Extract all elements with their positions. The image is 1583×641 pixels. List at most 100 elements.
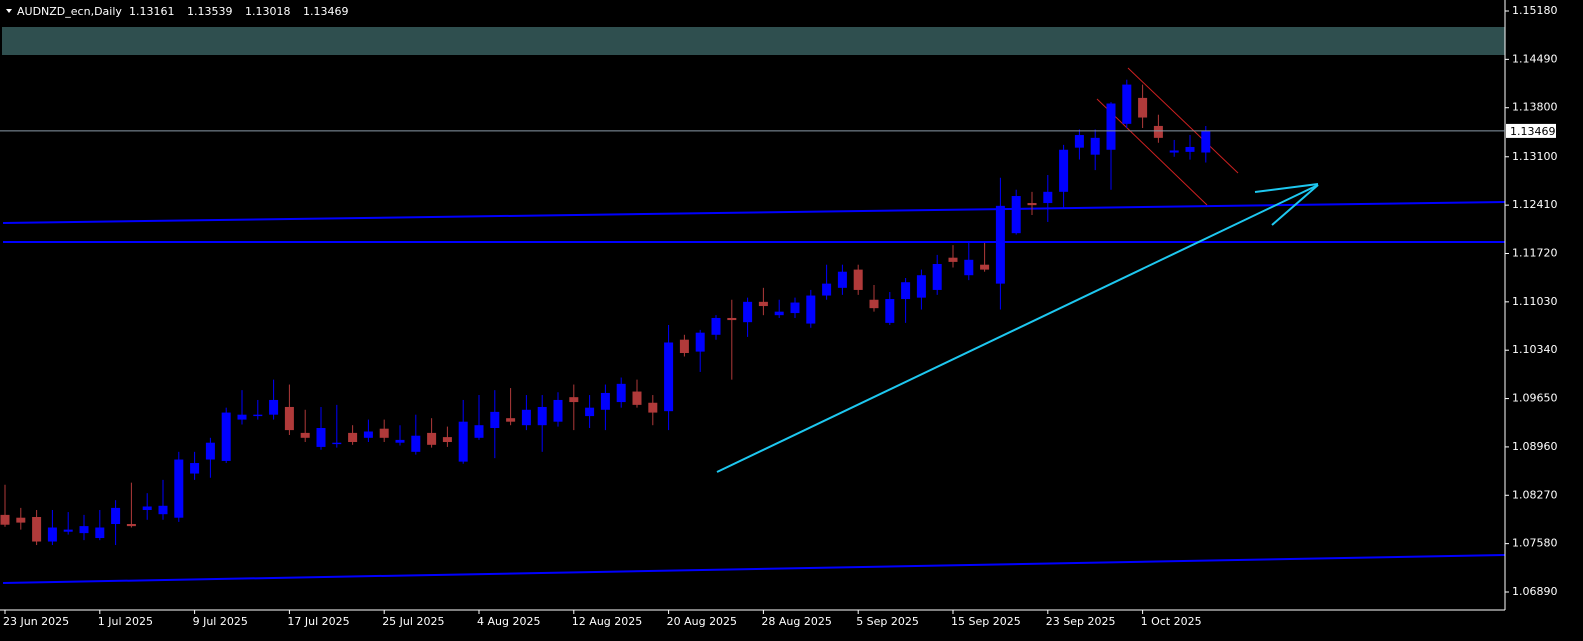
candle-body (600, 392, 610, 410)
y-tick-label: 1.08960 (1512, 440, 1558, 453)
candle-body (727, 317, 737, 321)
low-value: 1.13018 (245, 5, 291, 18)
y-tick-label: 1.11030 (1512, 295, 1558, 308)
candle-body (980, 264, 990, 270)
candle-body (774, 311, 784, 316)
candle-body (853, 269, 863, 290)
price-label-box (1506, 123, 1556, 138)
menu-arrow[interactable] (6, 9, 12, 13)
candle-body (47, 527, 57, 542)
y-tick-label: 1.13100 (1512, 150, 1558, 163)
y-tick-label: 1.12410 (1512, 198, 1558, 211)
x-tick-label: 4 Aug 2025 (477, 615, 540, 628)
candle-body (1090, 137, 1100, 155)
y-tick-label: 1.11720 (1512, 246, 1558, 259)
x-tick-label: 25 Jul 2025 (382, 615, 444, 628)
candle-body (1011, 196, 1021, 234)
y-tick-label: 1.07580 (1512, 537, 1558, 550)
candle-body (142, 506, 152, 510)
candle-body (221, 412, 231, 461)
candle-body (79, 526, 89, 534)
price-label: 1.13469 (1510, 125, 1556, 138)
candle-body (0, 514, 10, 525)
candle-body (284, 406, 294, 431)
trend-line (2, 554, 1506, 584)
close-value: 1.13469 (303, 5, 349, 18)
candle-body (506, 418, 516, 422)
candle-body (743, 301, 753, 323)
candle-body (490, 411, 500, 428)
candle-body (300, 432, 310, 438)
candle-body (885, 299, 895, 323)
candle-body (126, 524, 136, 527)
candle-body (790, 302, 800, 314)
y-tick-label: 1.10340 (1512, 343, 1558, 356)
candle-body (1201, 130, 1211, 153)
candle-body (664, 342, 674, 412)
candle-body (632, 391, 642, 405)
candle-body (1185, 146, 1195, 152)
arrow-head (1254, 183, 1319, 193)
candle-body (695, 332, 705, 352)
y-tick-label: 1.08270 (1512, 488, 1558, 501)
candle-body (585, 407, 595, 417)
candle-body (316, 427, 326, 447)
candle-body (679, 339, 689, 354)
candle-body (711, 317, 721, 335)
trend-line (2, 201, 1506, 224)
candle-body (837, 271, 847, 288)
candle-body (932, 264, 942, 290)
candle-body (948, 257, 958, 262)
candle-body (964, 259, 974, 276)
x-tick-label: 15 Sep 2025 (951, 615, 1021, 628)
candle-body (190, 463, 200, 474)
candle-body (111, 507, 121, 525)
high-value: 1.13539 (187, 5, 233, 18)
candle-body (1027, 203, 1037, 206)
candle-body (442, 437, 452, 443)
y-tick-label: 1.14490 (1512, 52, 1558, 65)
candle-body (1169, 150, 1179, 153)
candle-body (237, 414, 247, 420)
candle-body (205, 442, 215, 460)
candle-body (363, 431, 373, 438)
candle-body (1122, 84, 1132, 124)
candle-body (16, 517, 26, 523)
candle-body (569, 397, 579, 403)
y-tick-label: 1.15180 (1512, 4, 1558, 17)
x-tick-label: 23 Jun 2025 (3, 615, 69, 628)
candle-body (1043, 191, 1053, 204)
candle-body (348, 432, 358, 443)
plot (0, 79, 1211, 546)
candle-body (458, 421, 468, 462)
candle-body (553, 399, 563, 422)
candle-body (158, 505, 168, 515)
candle-body (1074, 135, 1084, 148)
candle-body (901, 282, 911, 300)
x-tick-label: 1 Jul 2025 (98, 615, 153, 628)
open-value: 1.13161 (129, 5, 175, 18)
candle-body (806, 295, 816, 324)
header: AUDNZD_ecn,Daily 1.13161 1.13539 1.13018 1.1… (17, 5, 349, 18)
x-tick-label: 1 Oct 2025 (1141, 615, 1202, 628)
candle-body (521, 409, 531, 426)
candle-body (63, 529, 73, 532)
candle-body (95, 527, 105, 539)
candle-body (822, 283, 832, 296)
candle-body (332, 442, 342, 445)
candle-body (474, 425, 484, 438)
arrow-line (716, 184, 1319, 473)
candle-body (616, 383, 626, 403)
candle-body (32, 517, 42, 542)
candle-body (869, 299, 879, 309)
x-tick-label: 5 Sep 2025 (856, 615, 919, 628)
candle-body (269, 399, 279, 415)
candle-body (1059, 149, 1069, 192)
y-tick-label: 1.06890 (1512, 585, 1558, 598)
arrow-head (1271, 184, 1319, 226)
x-tick-label: 20 Aug 2025 (667, 615, 737, 628)
channel-line (1127, 67, 1239, 174)
candle-body (537, 406, 547, 426)
x-tick-label: 17 Jul 2025 (287, 615, 349, 628)
